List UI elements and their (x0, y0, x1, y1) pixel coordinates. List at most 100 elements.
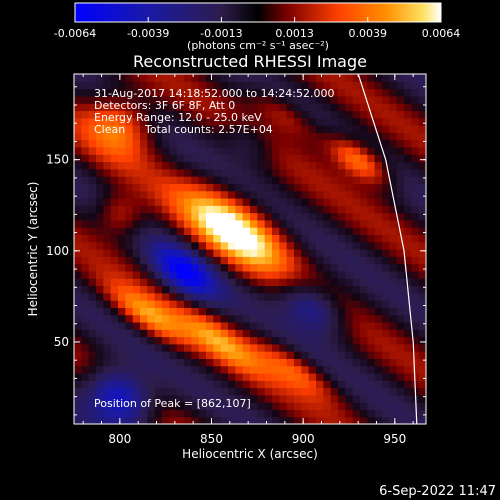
heatmap-cell (330, 197, 339, 206)
heatmap-cell (396, 103, 405, 112)
heatmap-cell (374, 212, 383, 221)
heatmap-cell (396, 139, 405, 148)
heatmap-cell (118, 197, 126, 206)
heatmap-cell (264, 241, 273, 250)
heatmap-cell (418, 249, 426, 257)
heatmap-cell (169, 241, 178, 250)
heatmap-cell (374, 168, 383, 177)
heatmap-cell (176, 88, 185, 97)
heatmap-cell (110, 285, 119, 294)
heatmap-cell (228, 307, 236, 316)
heatmap-cell (286, 205, 295, 214)
heatmap-cell (235, 212, 244, 221)
heatmap-cell (169, 168, 178, 177)
heatmap-cell (140, 161, 148, 170)
heatmap-cell (169, 154, 178, 163)
heatmap-cell (162, 219, 170, 228)
heatmap-cell (242, 270, 251, 279)
heatmap-cell (206, 358, 214, 367)
heatmap-cell (250, 154, 258, 163)
heatmap-cell (213, 234, 222, 243)
heatmap-cell (191, 81, 200, 90)
heatmap-cell (250, 249, 258, 257)
heatmap-cell (242, 372, 251, 381)
heatmap-cell (323, 336, 332, 345)
heatmap-cell (103, 183, 112, 192)
heatmap-cell (286, 402, 295, 411)
heatmap-cell (206, 372, 214, 381)
heatmap-cell (213, 343, 222, 352)
heatmap-cell (411, 146, 420, 155)
heatmap-cell (154, 270, 163, 279)
heatmap-cell (88, 110, 97, 119)
heatmap-cell (74, 351, 82, 359)
heatmap-cell (140, 190, 148, 199)
heatmap-cell (176, 365, 185, 374)
heatmap-cell (220, 241, 229, 250)
heatmap-cell (286, 197, 295, 206)
heatmap-cell (147, 190, 156, 199)
heatmap-cell (257, 241, 266, 250)
heatmap-cell (411, 183, 420, 192)
heatmap-cell (220, 292, 229, 301)
heatmap-cell (264, 219, 273, 228)
heatmap-cell (330, 256, 339, 265)
heatmap-cell (198, 205, 207, 214)
heatmap-cell (279, 241, 288, 250)
heatmap-cell (330, 314, 339, 323)
y-axis-label: Heliocentric Y (arcsec) (26, 182, 40, 317)
heatmap-cell (294, 241, 302, 250)
heatmap-cell (411, 343, 420, 352)
heatmap-cell (81, 190, 90, 199)
heatmap-cell (110, 117, 119, 126)
heatmap-cell (345, 197, 354, 206)
heatmap-cell (235, 307, 244, 316)
heatmap-cell (338, 154, 346, 163)
heatmap-cell (382, 139, 390, 148)
heatmap-cell (81, 249, 90, 257)
heatmap-cell (103, 380, 112, 389)
heatmap-cell (360, 249, 368, 257)
heatmap-cell (198, 263, 207, 272)
heatmap-cell (308, 249, 317, 257)
heatmap-cell (235, 103, 244, 112)
heatmap-cell (88, 81, 97, 90)
heatmap-cell (74, 365, 82, 374)
heatmap-cell (411, 95, 420, 104)
heatmap-cell (213, 103, 222, 112)
heatmap-cell (206, 154, 214, 163)
heatmap-cell (206, 212, 214, 221)
heatmap-cell (411, 285, 420, 294)
heatmap-cell (154, 292, 163, 301)
heatmap-cell (396, 351, 405, 359)
heatmap-cell (235, 256, 244, 265)
heatmap-cell (294, 81, 302, 90)
heatmap-cell (345, 270, 354, 279)
heatmap-cell (147, 387, 156, 396)
heatmap-cell (404, 212, 412, 221)
heatmap-cell (367, 314, 376, 323)
heatmap-cell (286, 343, 295, 352)
heatmap-cell (330, 329, 339, 338)
heatmap-cell (418, 241, 426, 250)
heatmap-cell (169, 372, 178, 381)
heatmap-cell (264, 394, 273, 403)
heatmap-cell (301, 314, 310, 323)
heatmap-cell (176, 263, 185, 272)
heatmap-cell (389, 394, 398, 403)
heatmap-cell (411, 161, 420, 170)
heatmap-cell (162, 205, 170, 214)
heatmap-cell (74, 146, 82, 155)
heatmap-cell (345, 380, 354, 389)
heatmap-cell (323, 176, 332, 184)
heatmap-cell (330, 409, 339, 418)
heatmap-cell (338, 402, 346, 411)
heatmap-cell (316, 336, 324, 345)
heatmap-cell (330, 125, 339, 133)
heatmap-cell (198, 343, 207, 352)
heatmap-cell (103, 219, 112, 228)
heatmap-cell (140, 372, 148, 381)
heatmap-cell (74, 161, 82, 170)
heatmap-cell (389, 212, 398, 221)
heatmap-cell (198, 351, 207, 359)
